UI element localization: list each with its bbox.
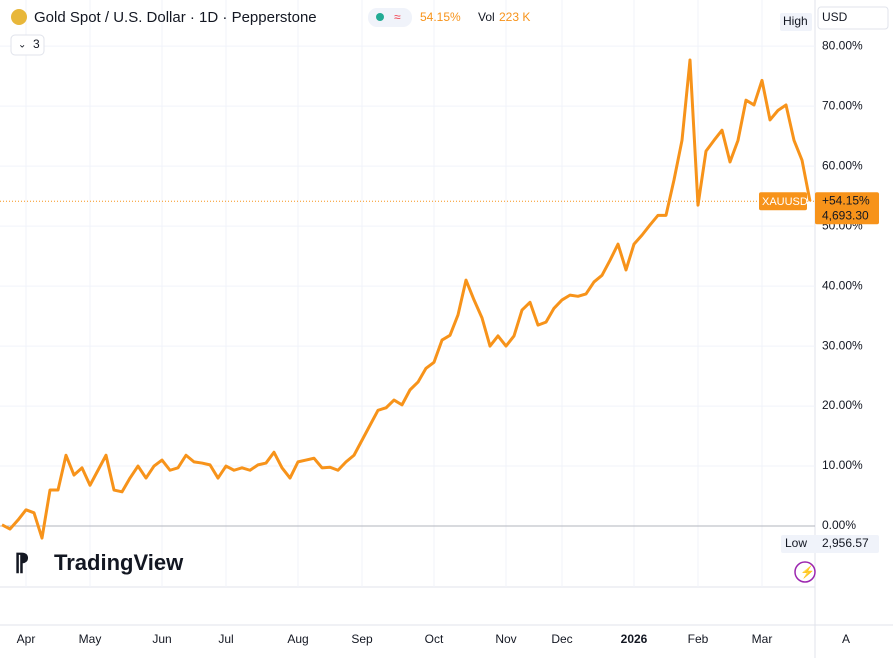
x-tick-label: May xyxy=(79,632,102,646)
vol-label: Vol xyxy=(478,10,495,24)
lightning-button[interactable] xyxy=(794,561,816,583)
logo: TradingView xyxy=(54,550,184,575)
price-tag xyxy=(815,192,879,225)
indicators-toggle[interactable] xyxy=(10,34,45,56)
status-dot xyxy=(376,13,384,21)
plot xyxy=(0,58,815,540)
lightning-icon: ⚡ xyxy=(800,565,815,579)
vol-value: 223 K xyxy=(499,10,530,24)
high-label: High xyxy=(783,14,808,28)
chevron: ⌄ xyxy=(18,40,26,51)
change: 54.15% xyxy=(420,10,461,24)
x-tick-label: Apr xyxy=(17,632,36,646)
symbol-icon xyxy=(11,9,27,25)
y-tick-label: 30.00% xyxy=(822,338,863,352)
low-value: 2,956.57 xyxy=(822,536,869,550)
x-tick-label: Nov xyxy=(495,632,516,646)
currency: USD xyxy=(822,10,848,24)
status-icon: ≈ xyxy=(394,10,401,24)
low-tag xyxy=(781,535,879,553)
x-tick-label: Jul xyxy=(218,632,233,646)
y-tick-label: 20.00% xyxy=(822,398,863,412)
currency-button[interactable] xyxy=(817,6,889,30)
y-tick-label: 0.00% xyxy=(822,518,856,532)
low-label: Low xyxy=(785,536,807,550)
indicators-count: 3 xyxy=(33,37,40,51)
x-tick-label: Feb xyxy=(688,632,709,646)
y-tick-label: 80.00% xyxy=(822,38,863,52)
title: Gold Spot / U.S. Dollar · 1D · Peppersto… xyxy=(34,9,317,26)
y-tick-label: 40.00% xyxy=(822,278,863,292)
last-price: 4,693.30 xyxy=(822,208,869,222)
x-tick-label: Oct xyxy=(425,632,444,646)
status-pill xyxy=(368,8,412,27)
logo-mark: ⁋ xyxy=(14,549,29,576)
high-tag xyxy=(780,13,812,31)
x-tick-label: Dec xyxy=(551,632,572,646)
x-tick-label: Mar xyxy=(752,632,773,646)
symbol-tag xyxy=(759,192,807,211)
price-line xyxy=(1,58,812,540)
y-tick-label: 60.00% xyxy=(822,158,863,172)
x-tick-label: Aug xyxy=(287,632,308,646)
symbol-name: XAUUSD xyxy=(762,196,808,208)
y-tick-label: 10.00% xyxy=(822,458,863,472)
x-tick-label: Jun xyxy=(152,632,171,646)
y-tick-label: 70.00% xyxy=(822,98,863,112)
x-tick-label: 2026 xyxy=(621,632,648,646)
legend: Gold Spot / U.S. Dollar · 1D · Peppersto… xyxy=(10,8,530,56)
auto-scale[interactable]: A xyxy=(842,632,850,646)
grid xyxy=(0,0,815,587)
x-tick-label: Sep xyxy=(351,632,373,646)
last-change: +54.15% xyxy=(822,193,870,207)
